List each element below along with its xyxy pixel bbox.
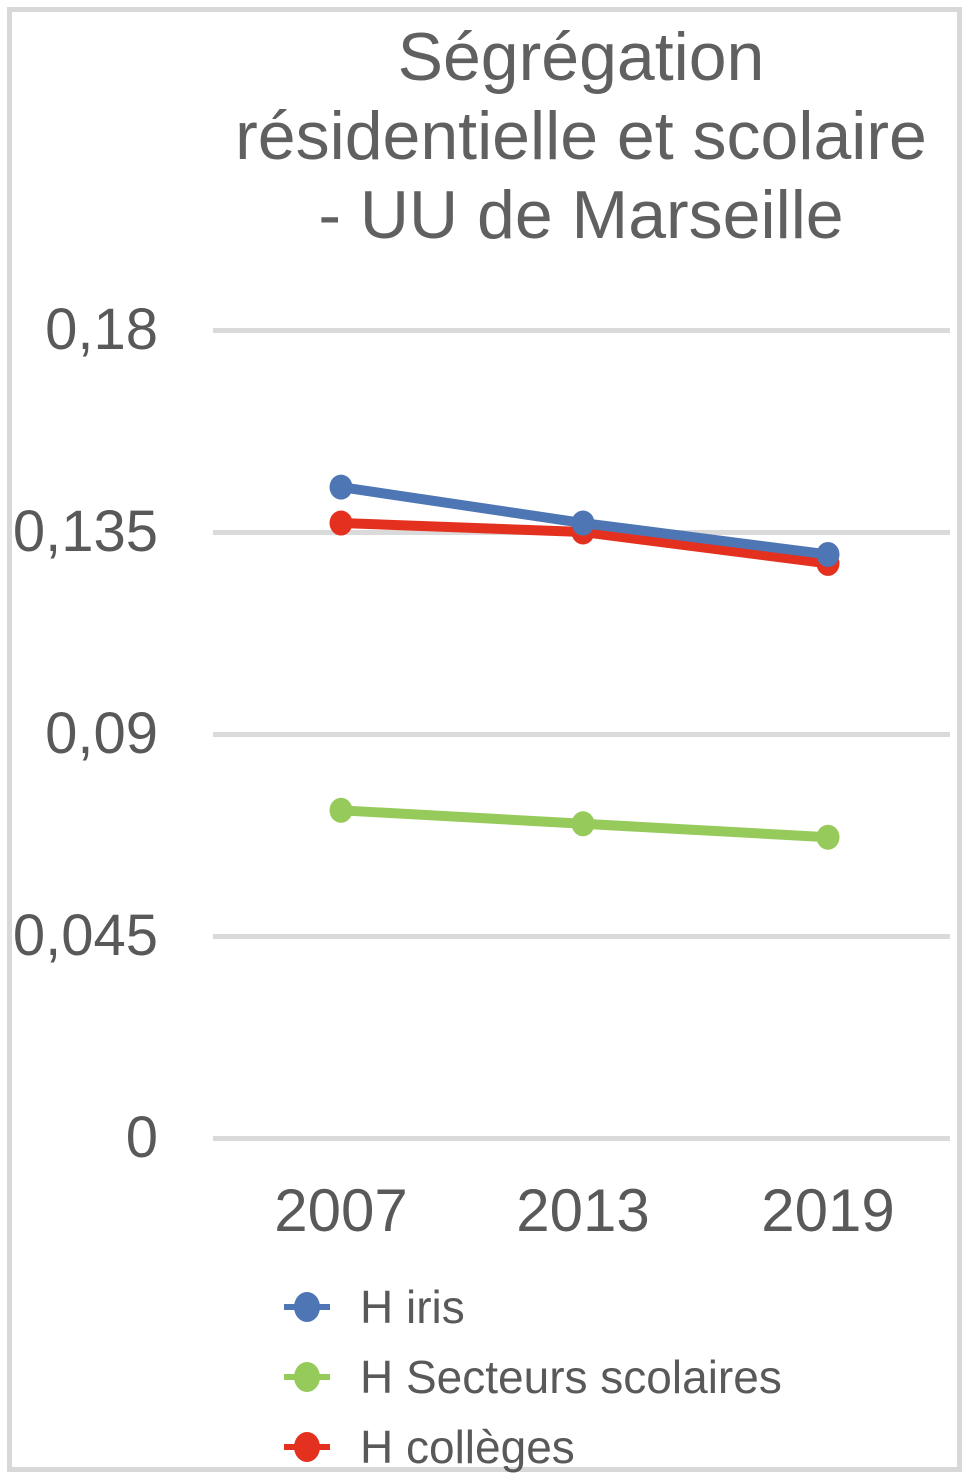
gridline — [213, 327, 950, 333]
gridline — [213, 731, 950, 737]
legend-label: H iris — [360, 1281, 465, 1333]
legend-item-h-iris: H iris — [284, 1272, 782, 1342]
legend-item-h-coll-ges: H collèges — [284, 1412, 782, 1482]
legend-label: H collèges — [360, 1421, 575, 1473]
chart-frame — [7, 7, 962, 1472]
legend: H iris H Secteurs scolaires H collèges — [284, 1272, 782, 1482]
data-point-h-secteurs-scolaires — [329, 797, 353, 823]
y-tick-label: 0,135 — [12, 499, 158, 564]
legend-item-h-secteurs-scolaires: H Secteurs scolaires — [284, 1342, 782, 1412]
legend-marker-icon — [284, 1292, 330, 1322]
data-point-h-coll-ges — [329, 510, 353, 536]
x-tick-label: 2007 — [274, 1177, 408, 1244]
data-point-h-iris — [816, 541, 840, 567]
data-point-h-secteurs-scolaires — [571, 811, 595, 837]
x-tick-label: 2013 — [516, 1177, 650, 1244]
y-tick-label: 0 — [125, 1105, 158, 1170]
legend-label: H Secteurs scolaires — [360, 1351, 782, 1403]
data-point-h-iris — [571, 510, 595, 536]
x-tick-label: 2019 — [761, 1177, 895, 1244]
chart-title-line-1: Ségrégation — [397, 19, 765, 95]
chart-title-line-2: résidentielle et scolaire — [235, 98, 927, 174]
y-tick-label: 0,18 — [45, 297, 158, 362]
chart-title: Ségrégation résidentielle et scolaire - … — [192, 18, 970, 255]
gridline — [213, 1135, 950, 1141]
data-point-h-secteurs-scolaires — [816, 824, 840, 850]
gridline — [213, 933, 950, 939]
y-tick-label: 0,09 — [45, 701, 158, 766]
legend-marker-icon — [284, 1432, 330, 1462]
y-tick-label: 0,045 — [12, 903, 158, 968]
data-point-h-iris — [329, 474, 353, 500]
legend-marker-icon — [284, 1362, 330, 1392]
chart-title-line-3: - UU de Marseille — [318, 177, 844, 253]
